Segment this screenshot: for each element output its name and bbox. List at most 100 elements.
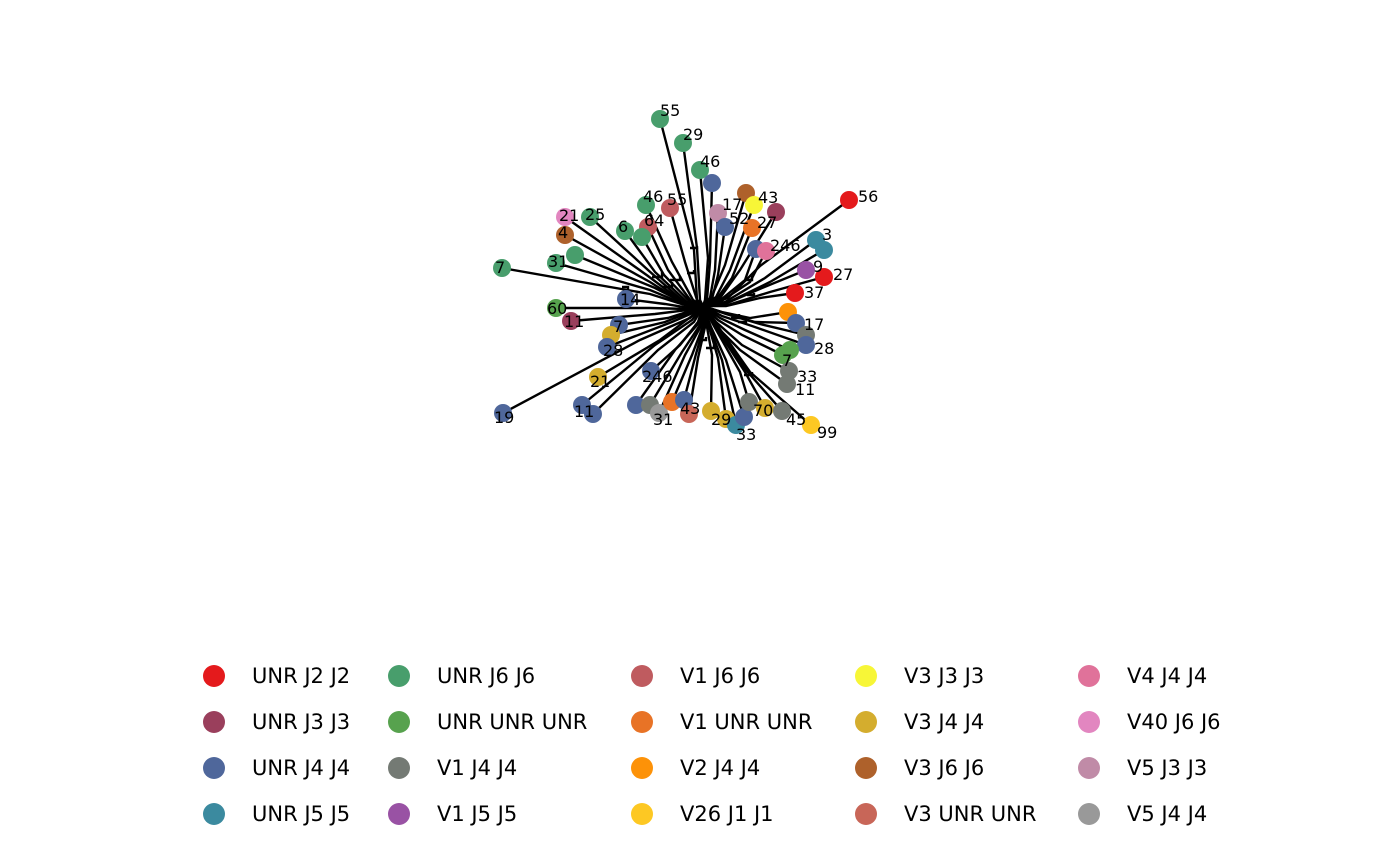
tree-tip-label: 3 [822, 225, 832, 244]
tree-tip-label: 99 [817, 423, 837, 442]
tree-tip [774, 346, 792, 364]
legend-label: V3 J4 J4 [904, 710, 985, 734]
tree-node-step [747, 293, 756, 297]
tree-tips [493, 110, 858, 434]
tree-tip [675, 391, 693, 409]
tree-branch [698, 169, 710, 307]
tree-branch [701, 305, 746, 418]
tree-tip [743, 219, 761, 237]
legend-swatch [631, 665, 653, 687]
tree-tip [651, 110, 669, 128]
tree-tip [757, 242, 775, 260]
tree-tip-label: 246 [770, 236, 801, 255]
legend-swatch [1078, 711, 1100, 733]
tree-tip [797, 336, 815, 354]
legend-swatch [631, 711, 653, 733]
tree-node-step [738, 318, 748, 324]
tree-tip [740, 393, 758, 411]
tree-tip [650, 404, 668, 422]
tree-tip [691, 161, 709, 179]
tree-node-step [690, 246, 699, 250]
legend-label: V3 J3 J3 [904, 664, 985, 688]
tree-tip [642, 362, 660, 380]
tree-tip-label: 11 [795, 380, 815, 399]
tree-branch [702, 305, 812, 426]
legend-swatch [1078, 803, 1100, 825]
tree-tip-label: 33 [736, 425, 756, 444]
tree-tip [735, 408, 753, 426]
legend-label: UNR J4 J4 [252, 756, 351, 780]
legend-label: V5 J3 J3 [1127, 756, 1208, 780]
tree-tip-label: 17 [722, 195, 742, 214]
tree-tip [556, 208, 574, 226]
tree-branch [702, 227, 754, 308]
tree-tip [773, 402, 791, 420]
tree-tip-label: 27 [833, 265, 853, 284]
tree-tip-label: 31 [653, 410, 673, 429]
tree-tip-label: 46 [643, 187, 663, 206]
tree-tip-label: 4 [558, 223, 568, 242]
tree-tip [598, 338, 616, 356]
tree-tip-label: 9 [813, 257, 823, 276]
tree-node-step [731, 314, 741, 320]
tree-branch [703, 291, 796, 308]
legend-swatch [1078, 757, 1100, 779]
tree-tip [562, 312, 580, 330]
tree-tip-label: 43 [680, 399, 700, 418]
legend-label: V1 J6 J6 [680, 664, 761, 688]
tree-tip-label: 7 [495, 258, 505, 277]
tree-tip [494, 404, 512, 422]
tree-tip [661, 199, 679, 217]
tree-node-step [622, 285, 630, 290]
tree-tip [616, 222, 634, 240]
legend-label: UNR UNR UNR [437, 710, 588, 734]
tree-tip [547, 254, 565, 272]
tree-branch [502, 305, 704, 415]
tree-tip [756, 399, 774, 417]
legend-label: V3 UNR UNR [904, 802, 1037, 826]
legend-label: V3 J6 J6 [904, 756, 985, 780]
tree-tip-label: 11 [574, 402, 594, 421]
tree-node-step [670, 276, 682, 282]
tree-tip [581, 208, 599, 226]
tree-tip [680, 405, 698, 423]
tree-tip-label: 19 [494, 408, 514, 427]
tree-tip-label: 37 [804, 283, 824, 302]
tree-tip-label: 70 [753, 401, 773, 420]
legend-swatch [203, 665, 225, 687]
tree-tip [637, 196, 655, 214]
tree-tip [674, 134, 692, 152]
legend-swatch [388, 757, 410, 779]
tree-tip-label: 6 [618, 217, 628, 236]
tree-tip-label: 21 [559, 206, 579, 225]
tree-tip [493, 259, 511, 277]
legend-label: V1 UNR UNR [680, 710, 813, 734]
tree-tip [709, 204, 727, 222]
tree-branch [702, 226, 727, 307]
legend-label: V26 J1 J1 [680, 802, 774, 826]
tree-tip-label: 17 [804, 315, 824, 334]
legend-swatch [631, 803, 653, 825]
tree-tip-label: 33 [797, 367, 817, 386]
tree-tip [815, 268, 833, 286]
legend-label: UNR J3 J3 [252, 710, 351, 734]
tree-branch [702, 304, 807, 347]
tree-tip [589, 368, 607, 386]
tree-tip [786, 284, 804, 302]
legend-label: V4 J4 J4 [1127, 664, 1208, 688]
tree-tip [566, 246, 584, 264]
legend-label: V5 J4 J4 [1127, 802, 1208, 826]
legend-swatch [388, 711, 410, 733]
tree-tip-label: 27 [757, 213, 777, 232]
tree-branch [668, 207, 704, 307]
tree-node-step [687, 270, 696, 275]
tree-node-step [706, 345, 716, 350]
tree-tip [840, 191, 858, 209]
tree-tip [716, 218, 734, 236]
tree-tip-label: 64 [644, 211, 664, 230]
tree-node-step [744, 372, 754, 377]
tree-tip-label: 52 [729, 209, 749, 228]
tree-tip [745, 196, 763, 214]
